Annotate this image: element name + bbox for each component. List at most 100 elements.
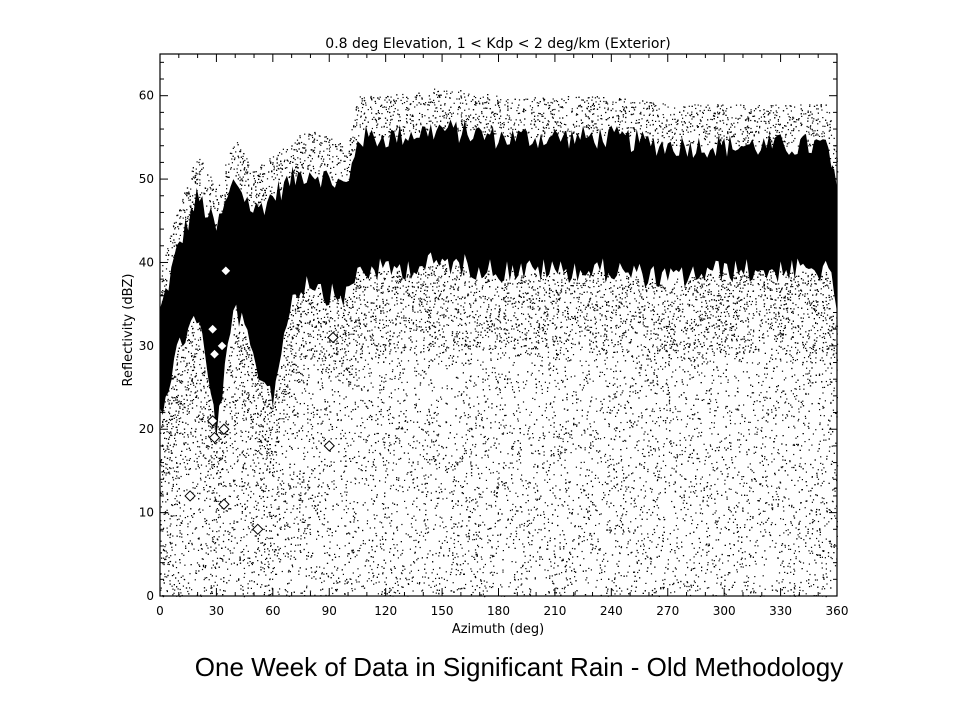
scatter-point <box>358 377 360 379</box>
scatter-point <box>451 464 454 466</box>
scatter-point <box>243 386 246 388</box>
scatter-point <box>471 500 473 502</box>
scatter-point <box>693 140 695 143</box>
scatter-point <box>525 383 527 386</box>
scatter-point <box>247 366 250 368</box>
scatter-point <box>329 411 331 413</box>
scatter-point <box>748 502 750 504</box>
scatter-point <box>515 317 517 319</box>
scatter-point <box>685 343 687 345</box>
scatter-point <box>774 307 776 309</box>
scatter-point <box>183 231 185 233</box>
scatter-point <box>486 590 488 592</box>
scatter-point <box>214 543 216 545</box>
scatter-point <box>514 278 516 280</box>
scatter-point <box>354 137 356 139</box>
scatter-point <box>426 414 428 416</box>
scatter-point <box>809 552 811 554</box>
scatter-point <box>389 330 391 332</box>
scatter-point <box>177 471 179 473</box>
scatter-point <box>830 357 832 359</box>
scatter-point <box>164 546 166 548</box>
scatter-point <box>355 374 357 376</box>
scatter-point <box>529 317 531 319</box>
scatter-point <box>589 276 591 278</box>
scatter-point <box>627 313 629 316</box>
scatter-point <box>497 512 499 514</box>
scatter-point <box>725 426 727 428</box>
scatter-point <box>798 411 800 413</box>
scatter-point <box>750 119 752 122</box>
scatter-point <box>728 289 731 292</box>
scatter-point <box>534 491 536 494</box>
scatter-point <box>240 551 242 553</box>
scatter-point <box>729 415 731 417</box>
scatter-point <box>807 117 809 119</box>
scatter-point <box>252 383 254 385</box>
scatter-point <box>593 309 595 311</box>
scatter-point <box>468 520 470 522</box>
scatter-point <box>499 320 501 322</box>
scatter-point <box>469 314 471 317</box>
scatter-point <box>668 320 670 322</box>
scatter-point <box>210 550 212 552</box>
scatter-point <box>808 336 811 338</box>
scatter-point <box>400 554 402 556</box>
scatter-point <box>810 546 813 548</box>
scatter-point <box>300 306 302 309</box>
scatter-point <box>309 532 311 534</box>
scatter-point <box>626 547 628 549</box>
scatter-point <box>170 403 173 405</box>
scatter-point <box>548 127 550 129</box>
scatter-point <box>509 132 511 134</box>
scatter-point <box>573 282 575 284</box>
scatter-point <box>226 510 228 512</box>
scatter-point <box>263 199 265 201</box>
scatter-point <box>196 161 198 163</box>
scatter-point <box>452 558 454 560</box>
scatter-point <box>209 459 211 461</box>
scatter-point <box>344 338 347 341</box>
scatter-point <box>821 469 823 471</box>
scatter-point <box>618 326 620 329</box>
scatter-point <box>785 303 787 305</box>
scatter-point <box>604 494 606 496</box>
scatter-point <box>425 286 427 288</box>
scatter-point <box>281 445 283 448</box>
scatter-point <box>514 122 516 124</box>
scatter-point <box>168 390 170 392</box>
scatter-point <box>376 566 379 569</box>
scatter-point <box>813 327 815 329</box>
scatter-point <box>501 397 503 399</box>
scatter-point <box>269 557 271 559</box>
scatter-point <box>514 513 516 515</box>
scatter-point <box>801 445 803 447</box>
scatter-point <box>603 349 605 351</box>
scatter-point <box>460 305 462 307</box>
scatter-point <box>441 307 444 309</box>
scatter-point <box>218 432 220 434</box>
scatter-point <box>195 344 198 346</box>
scatter-point <box>551 131 553 134</box>
scatter-point <box>813 118 815 120</box>
scatter-point <box>720 302 722 304</box>
scatter-point <box>651 382 653 384</box>
scatter-point <box>417 463 419 465</box>
scatter-point <box>465 115 467 117</box>
scatter-point <box>632 315 634 317</box>
scatter-point <box>190 400 192 402</box>
scatter-point <box>559 556 561 559</box>
scatter-point <box>169 473 171 475</box>
scatter-point <box>757 106 759 108</box>
scatter-point <box>786 415 789 417</box>
scatter-point <box>559 130 561 132</box>
scatter-point <box>629 135 631 137</box>
scatter-point <box>286 524 288 526</box>
scatter-point <box>323 573 325 575</box>
scatter-point <box>709 345 711 347</box>
scatter-point <box>375 466 377 468</box>
scatter-point <box>345 437 347 440</box>
scatter-point <box>394 435 397 437</box>
scatter-point <box>759 310 761 312</box>
scatter-point <box>324 140 326 142</box>
